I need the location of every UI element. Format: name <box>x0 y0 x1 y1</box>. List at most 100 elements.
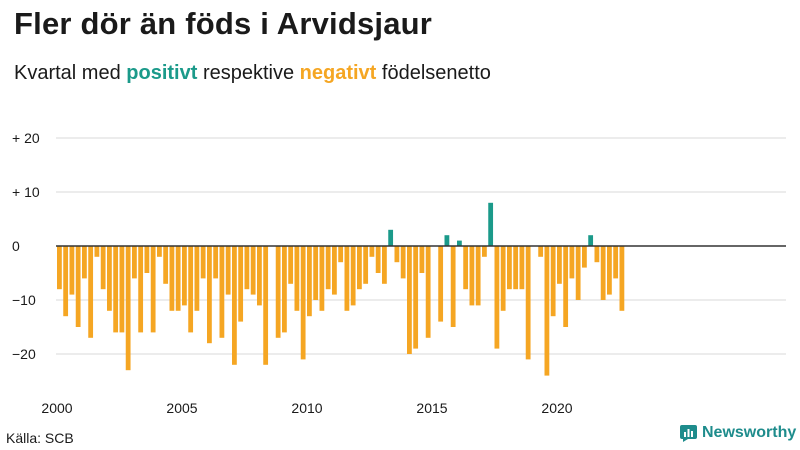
bar-2005Q3 <box>194 246 200 311</box>
bar-2000Q1 <box>57 246 62 290</box>
bar-2000Q2 <box>63 246 69 317</box>
bar-2004Q3 <box>169 246 175 311</box>
bar-2020Q2 <box>563 246 569 327</box>
bar-2010Q3 <box>319 246 325 311</box>
bar-2001Q1 <box>82 246 87 279</box>
y-tick-label: + 10 <box>12 184 40 200</box>
chart-subtitle: Kvartal med positivt respektive negativt… <box>14 62 491 85</box>
bar-2016Q4 <box>475 246 481 306</box>
bar-2010Q2 <box>313 246 319 300</box>
bar-2005Q2 <box>188 246 194 333</box>
bar-chart-icon <box>680 424 697 442</box>
bar-2013Q2 <box>388 229 394 246</box>
bar-2019Q2 <box>538 246 544 257</box>
bar-2022Q3 <box>619 246 625 311</box>
y-tick-label: 0 <box>12 238 20 254</box>
bars-layer <box>57 202 625 376</box>
bar-2004Q2 <box>163 246 169 284</box>
bar-2001Q3 <box>94 246 100 257</box>
x-tick-label: 2000 <box>41 400 72 416</box>
bar-2004Q1 <box>157 246 162 257</box>
subtitle-pre: Kvartal med <box>14 62 127 84</box>
bar-2000Q3 <box>69 246 75 295</box>
bar-2014Q4 <box>425 246 431 338</box>
bar-2007Q4 <box>250 246 256 295</box>
bar-2020Q1 <box>557 246 562 284</box>
bar-2010Q4 <box>325 246 331 290</box>
bar-2017Q3 <box>494 246 500 349</box>
subtitle-negative-word: negativt <box>299 62 377 84</box>
bar-2014Q2 <box>413 246 419 349</box>
bar-2009Q2 <box>288 246 294 284</box>
bar-2001Q2 <box>88 246 94 338</box>
bar-2002Q2 <box>113 246 119 333</box>
bar-2011Q4 <box>350 246 356 306</box>
bar-2014Q3 <box>419 246 425 273</box>
bar-2019Q3 <box>544 246 550 376</box>
brand-name: Newsworthy <box>702 424 797 441</box>
bar-2007Q3 <box>244 246 250 290</box>
bar-2007Q2 <box>238 246 244 322</box>
bar-2014Q1 <box>407 246 412 354</box>
bar-2009Q4 <box>300 246 306 360</box>
subtitle-mid: respektive <box>197 62 300 84</box>
bar-2006Q3 <box>219 246 225 338</box>
x-tick-label: 2005 <box>166 400 197 416</box>
bar-2004Q4 <box>175 246 181 311</box>
y-tick-label: + 20 <box>12 130 40 146</box>
bar-2018Q1 <box>507 246 512 290</box>
bar-2010Q1 <box>307 246 312 317</box>
subtitle-positive-word: positivt <box>126 62 198 84</box>
bar-2020Q4 <box>575 246 581 300</box>
bar-2008Q1 <box>257 246 262 306</box>
bar-2006Q1 <box>207 246 212 344</box>
bar-2008Q2 <box>263 246 269 365</box>
bar-2016Q3 <box>469 246 475 306</box>
bar-2016Q2 <box>463 246 469 290</box>
y-tick-label: −20 <box>12 346 36 362</box>
bar-2009Q3 <box>294 246 300 311</box>
subtitle-post: födelsenetto <box>376 62 491 84</box>
x-tick-label: 2015 <box>416 400 447 416</box>
bar-2017Q4 <box>500 246 506 311</box>
bar-2019Q4 <box>550 246 556 317</box>
bar-2018Q3 <box>519 246 525 290</box>
bar-2006Q4 <box>225 246 231 295</box>
bar-2008Q4 <box>275 246 281 338</box>
bar-2020Q3 <box>569 246 575 279</box>
bar-2021Q1 <box>582 246 587 268</box>
bar-2013Q1 <box>382 246 387 284</box>
bar-2002Q3 <box>119 246 125 333</box>
bar-2001Q4 <box>100 246 106 290</box>
bar-2011Q3 <box>344 246 350 311</box>
bar-2012Q1 <box>357 246 362 290</box>
bar-2000Q4 <box>75 246 81 327</box>
bar-2022Q2 <box>613 246 619 279</box>
bar-2012Q4 <box>375 246 381 273</box>
bar-2012Q2 <box>363 246 369 284</box>
bar-2017Q1 <box>482 246 487 257</box>
bar-2013Q3 <box>394 246 400 263</box>
bar-2003Q4 <box>150 246 156 333</box>
bar-2005Q4 <box>200 246 206 279</box>
source-note: Källa: SCB <box>6 430 74 446</box>
bar-2021Q4 <box>600 246 606 300</box>
bar-2018Q2 <box>513 246 519 290</box>
bar-2005Q1 <box>182 246 187 306</box>
bar-2022Q1 <box>607 246 612 295</box>
bar-2002Q1 <box>107 246 112 311</box>
bar-2011Q2 <box>338 246 344 263</box>
bar-2015Q2 <box>438 246 444 322</box>
tick-labels-layer: + 20 + 10 0 −10 −20 2000 2005 2010 2015 2020 <box>12 130 573 416</box>
chart-title: Fler dör än föds i Arvidsjaur <box>14 6 433 41</box>
bar-2003Q1 <box>132 246 137 279</box>
y-tick-label: −10 <box>12 292 36 308</box>
bar-2017Q2 <box>488 202 494 246</box>
bar-2007Q1 <box>232 246 237 365</box>
x-tick-label: 2010 <box>291 400 322 416</box>
bar-2011Q1 <box>332 246 337 295</box>
bar-2016Q1 <box>457 240 462 246</box>
bar-2012Q3 <box>369 246 375 257</box>
x-tick-label: 2020 <box>541 400 572 416</box>
